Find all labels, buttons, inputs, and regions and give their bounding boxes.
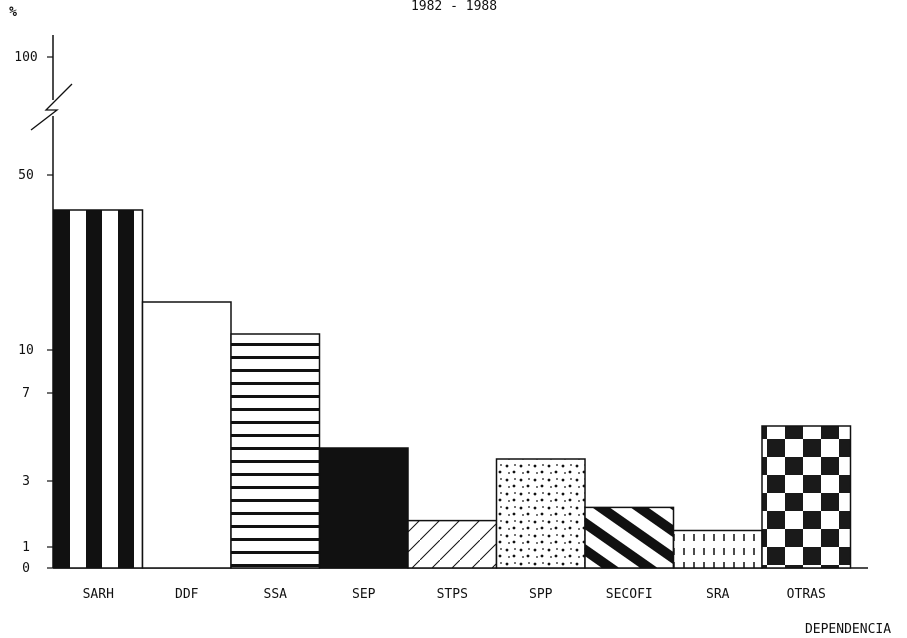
y-tick-label: 3 <box>22 474 30 489</box>
bar-sep <box>318 447 409 569</box>
y-tick-label: 100 <box>14 50 37 65</box>
y-axis-label: % <box>9 5 17 20</box>
y-ticks: 0 1 3 7 10 50 100 <box>14 50 53 576</box>
x-tick-label-sep: SEP <box>352 587 376 602</box>
y-tick-label: 10 <box>18 343 34 358</box>
bar-ddf <box>141 301 232 569</box>
bars <box>53 209 852 569</box>
x-tick-label-ddf: DDF <box>175 587 199 602</box>
x-tick-label-ssa: SSA <box>264 587 288 602</box>
x-axis-label: DEPENDENCIA <box>805 622 891 637</box>
bar-sarh <box>53 209 144 569</box>
y-tick-label: 7 <box>22 386 30 401</box>
bar-secofi <box>584 506 675 569</box>
bar-otras <box>761 425 852 569</box>
x-tick-label-spp: SPP <box>529 587 553 602</box>
bar-spp <box>495 458 586 569</box>
bar-sra <box>672 529 763 569</box>
bar-stps <box>407 519 498 569</box>
x-tick-label-sra: SRA <box>706 587 730 602</box>
bar-ssa <box>230 333 321 569</box>
x-tick-labels: SARH DDF SSA SEP STPS SPP SECOFI SRA OTRAS <box>83 587 826 602</box>
x-tick-label-secofi: SECOFI <box>606 587 653 602</box>
y-tick-label: 50 <box>18 168 34 183</box>
x-tick-label-sarh: SARH <box>83 587 114 602</box>
x-tick-label-otras: OTRAS <box>787 587 826 602</box>
y-tick-label: 0 <box>22 561 30 576</box>
axis-break-icon <box>30 83 73 131</box>
chart-title: 1982 - 1988 <box>411 0 497 14</box>
y-tick-label: 1 <box>22 540 30 555</box>
x-tick-label-stps: STPS <box>437 587 468 602</box>
